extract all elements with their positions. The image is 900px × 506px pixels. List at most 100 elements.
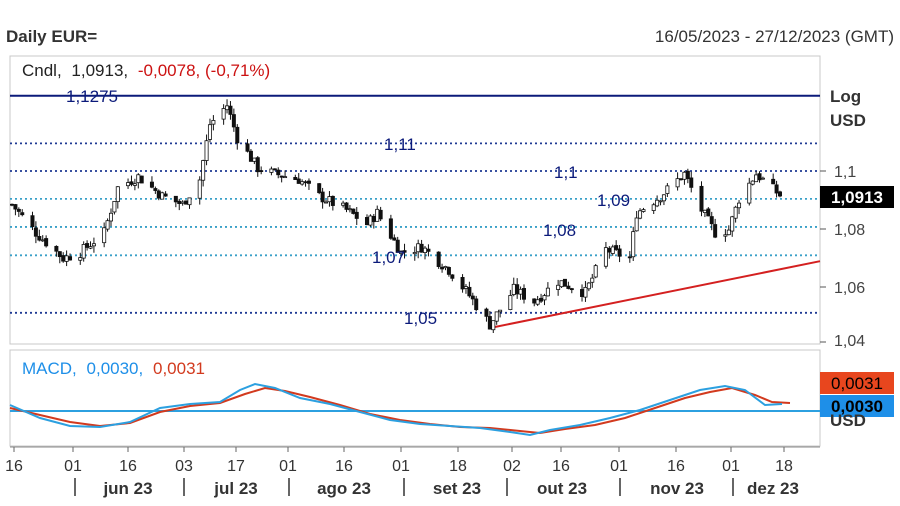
x-day-label: 01 (392, 458, 410, 475)
macd-legend-name: MACD, (22, 359, 77, 378)
candle-body (136, 174, 141, 184)
x-day-label: 16 (119, 458, 137, 475)
candle-body (774, 184, 779, 194)
candle-body (515, 284, 520, 295)
candle-body (64, 255, 69, 262)
x-month-label: ago 23 (317, 479, 371, 498)
candle-body (658, 200, 663, 203)
support-trendline (489, 260, 821, 329)
candle-body (590, 277, 595, 283)
candle-body (556, 284, 561, 290)
candle-body (603, 247, 608, 267)
candle-body (388, 218, 393, 239)
candle-body (9, 203, 14, 206)
candle-body (685, 170, 690, 180)
candle-body (641, 209, 646, 212)
price-legend-bg (16, 58, 316, 82)
candle-body (324, 201, 329, 204)
candle-body (655, 199, 660, 207)
candle-body (347, 208, 352, 211)
candle-body (682, 171, 687, 180)
level-label-1-05: 1,05 (404, 309, 437, 328)
candle-body (88, 246, 93, 249)
x-day-label: 16 (667, 458, 685, 475)
candle-body (392, 237, 397, 241)
candle-body (108, 212, 113, 222)
candle-body (375, 208, 380, 222)
candle-body (201, 160, 206, 181)
candle-body (733, 206, 738, 219)
candle-body (539, 297, 544, 302)
level-label-1-11: 1,11 (384, 135, 416, 154)
x-day-label: 17 (227, 458, 245, 475)
candle-body (747, 182, 752, 204)
candle-body (156, 190, 161, 199)
candle-body (771, 178, 776, 185)
candle-body (726, 229, 731, 236)
candle-body (559, 280, 564, 288)
candle-body (713, 224, 718, 238)
candle-body (330, 195, 335, 206)
candle-body (327, 196, 332, 203)
candle-body (631, 231, 636, 258)
candle-body (40, 239, 45, 242)
candle-body (368, 215, 373, 226)
candle-body (231, 114, 236, 128)
candle-body (474, 298, 479, 311)
x-month-label: nov 23 (650, 479, 704, 498)
candle-body (450, 274, 455, 279)
x-axis: 16 01 16 03 17 01 16 01 18 02 16 01 16 01 18 jun 23 jul … (5, 447, 799, 498)
candle-body (778, 191, 783, 197)
candle-body (235, 126, 240, 144)
candle-body (20, 212, 25, 216)
candle-body (177, 200, 182, 204)
candle-body (542, 295, 547, 301)
candle-body (723, 234, 728, 237)
candle-body (184, 200, 189, 205)
macd-badge-text: 0,0030 (831, 397, 883, 416)
x-day-label: 01 (64, 458, 82, 475)
macd-legend-value: 0,0030, (87, 359, 144, 378)
candle-body (91, 243, 96, 247)
candle-body (204, 140, 209, 161)
candle-body (511, 283, 516, 295)
signal-legend-value: 0,0031 (153, 359, 205, 378)
candle-body (344, 202, 349, 210)
candle-body (303, 181, 308, 184)
price-legend: Cndl, 1,0913, -0,0078, (-0,71%) (22, 61, 270, 80)
x-month-label: dez 23 (747, 479, 799, 498)
x-day-label: 16 (335, 458, 353, 475)
candle-body (252, 157, 257, 162)
candle-body (617, 248, 622, 257)
candle-body (293, 177, 298, 180)
level-label-1-1275: 1,1275 (66, 87, 118, 106)
macd-legend: MACD, 0,0030, 0,0031 (22, 359, 205, 378)
candle-body (593, 265, 598, 278)
candle-body (57, 251, 62, 258)
candle-body (416, 243, 421, 253)
candle-body (197, 179, 202, 199)
x-day-label: 01 (279, 458, 297, 475)
candle-body (508, 295, 513, 310)
legend-last-value: 1,0913, (71, 61, 128, 80)
candle-body (494, 311, 499, 322)
candle-body (426, 248, 431, 252)
candle-body (341, 202, 346, 206)
candle-body (187, 197, 192, 206)
candle-body (180, 201, 185, 204)
candle-body (757, 173, 762, 181)
candle-body (730, 216, 735, 232)
candle-body (105, 220, 110, 230)
candle-body (54, 245, 59, 252)
macd-line (9, 382, 783, 437)
candle-body (364, 217, 369, 226)
candle-body (436, 251, 441, 267)
last-price-badge-text: 1,0913 (831, 188, 883, 207)
candle-body (702, 209, 707, 214)
candle-body (81, 244, 86, 259)
macd-badge (820, 395, 894, 417)
candle-body (634, 217, 639, 232)
candle-body (153, 188, 158, 191)
candle-body (30, 215, 35, 228)
